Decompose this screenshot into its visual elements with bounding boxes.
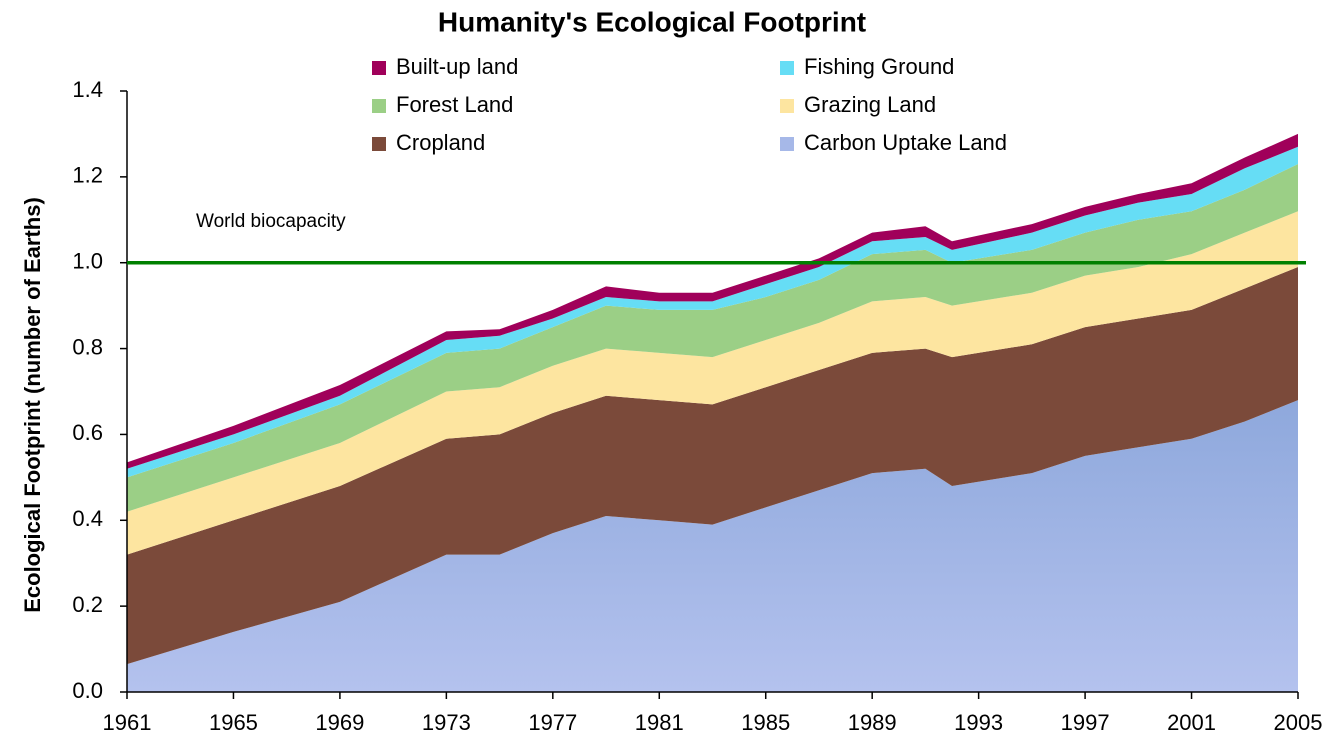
y-tick-label: 0.0 — [72, 678, 103, 703]
area — [127, 133, 1298, 469]
y-tick-label: 0.6 — [72, 420, 103, 445]
x-tick-label: 1965 — [209, 710, 258, 735]
area — [127, 267, 1298, 665]
legend-swatch — [372, 137, 386, 151]
legend-swatch — [780, 61, 794, 75]
x-tick-label: 1985 — [741, 710, 790, 735]
y-tick-label: 1.4 — [72, 77, 103, 102]
x-tick-label: 1981 — [635, 710, 684, 735]
legend-swatch — [780, 137, 794, 151]
x-tick-label: 1969 — [315, 710, 364, 735]
y-tick-label: 0.8 — [72, 334, 103, 359]
y-tick-label: 0.2 — [72, 592, 103, 617]
legend-label: Forest Land — [396, 92, 513, 117]
area — [127, 400, 1298, 692]
legend-swatch — [372, 61, 386, 75]
x-tick-label: 1977 — [528, 710, 577, 735]
legend-label: Carbon Uptake Land — [804, 130, 1007, 155]
x-tick-label: 2001 — [1167, 710, 1216, 735]
legend-swatch — [372, 99, 386, 113]
area — [127, 211, 1298, 555]
x-tick-label: 2005 — [1274, 710, 1323, 735]
x-tick-label: 1961 — [103, 710, 152, 735]
y-tick-label: 1.2 — [72, 163, 103, 188]
y-tick-label: 1.0 — [72, 249, 103, 274]
legend-swatch — [780, 99, 794, 113]
x-tick-label: 1993 — [954, 710, 1003, 735]
x-tick-label: 1989 — [848, 710, 897, 735]
legend-label: Built-up land — [396, 54, 518, 79]
legend-label: Fishing Ground — [804, 54, 954, 79]
reference-label: World biocapacity — [196, 211, 346, 232]
legend-label: Cropland — [396, 130, 485, 155]
y-axis-label: Ecological Footprint (number of Earths) — [20, 197, 45, 613]
x-tick-label: 1973 — [422, 710, 471, 735]
y-tick-label: 0.4 — [72, 506, 103, 531]
area — [127, 163, 1298, 512]
x-tick-label: 1997 — [1061, 710, 1110, 735]
chart-title: Humanity's Ecological Footprint — [438, 6, 866, 37]
legend-label: Grazing Land — [804, 92, 936, 117]
